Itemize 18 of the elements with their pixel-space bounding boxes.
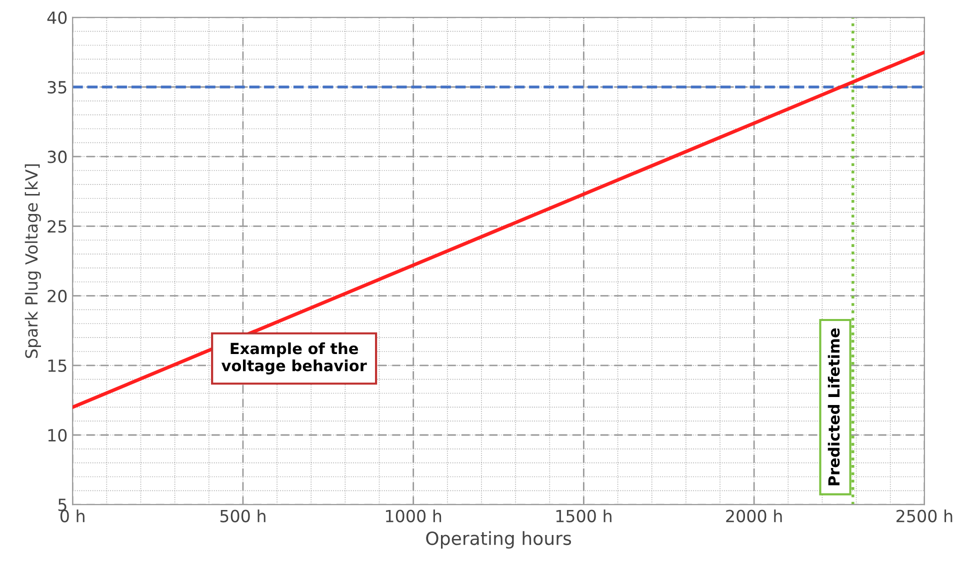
x-tick-label: 2500 h (896, 509, 952, 522)
x-tick-label: 1500 h (556, 509, 612, 522)
y-tick-label: 10 (48, 428, 67, 442)
y-tick-label: 15 (48, 360, 66, 372)
y-tick-label: 25 (48, 220, 66, 233)
x-tick-label: 0 h (60, 509, 84, 522)
y-tick-label: 40 (47, 11, 67, 24)
x-tick-label: 500 h (220, 509, 266, 522)
y-axis-title: Spark Plug Voltage [kV] (24, 164, 41, 358)
x-tick-label: 2000 h (726, 509, 782, 522)
y-tick-label: 35 (48, 80, 66, 94)
y-tick-label: 5 (58, 498, 66, 512)
y-tick-label: 20 (48, 290, 67, 302)
x-axis-title: Operating hours (426, 531, 572, 549)
x-tick-label: 1000 h (386, 509, 442, 522)
annotation: Example of the voltage behavior (221, 342, 367, 374)
y-tick-label: 30 (48, 150, 67, 164)
ref-line-label: Predicted Lifetime (828, 328, 840, 486)
